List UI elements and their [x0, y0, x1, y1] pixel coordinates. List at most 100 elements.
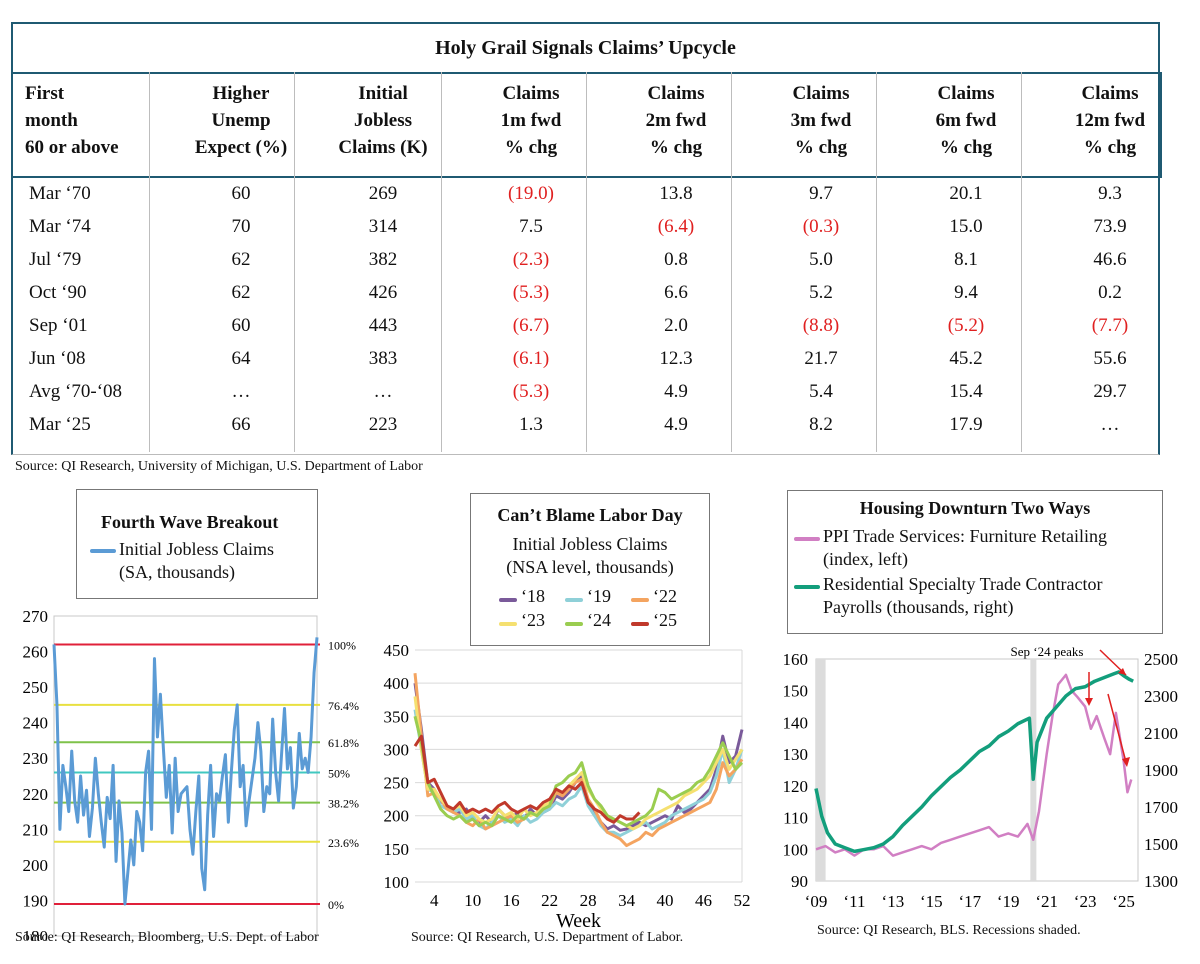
housing-downturn-chart: 90 100 110 120 130 140 150 160 1300 1500 1700 1900 2…	[783, 644, 1179, 911]
y-tick-label: 240	[23, 714, 49, 733]
legend-label-claims-units: (SA, thousands)	[119, 562, 235, 582]
table-cell: (5.2)	[947, 315, 985, 336]
table-cell: 0.8	[664, 249, 688, 270]
table-cell: 46.6	[1093, 249, 1127, 270]
table-col-divider	[1021, 72, 1022, 452]
series-line-23	[413, 696, 744, 831]
table-cell: 9.7	[809, 183, 833, 204]
legend-swatch	[631, 622, 649, 626]
y-tick-label: 450	[384, 641, 410, 660]
table-cell: 383	[368, 348, 398, 369]
y-tick-label: 270	[23, 607, 49, 626]
table-cell: 2.0	[664, 315, 688, 336]
table-cell: 8.1	[954, 249, 978, 270]
table-cell: 9.4	[954, 282, 978, 303]
x-tick-label: ‘25	[1112, 892, 1135, 911]
legend-swatch-payrolls	[794, 585, 820, 589]
y-tick-label: 250	[384, 774, 410, 793]
table-cell: 9.3	[1098, 183, 1122, 204]
x-tick-label: 40	[657, 891, 674, 910]
series-line-25	[413, 734, 641, 824]
claims-series-line	[52, 637, 319, 906]
legend-label-claims: Initial Jobless Claims	[119, 539, 274, 559]
x-axis-title: Week	[556, 910, 601, 930]
y-tick-label: 220	[23, 785, 49, 804]
table-cell: Oct ‘90	[29, 282, 87, 303]
table-cell: …	[231, 381, 251, 402]
table-cell: 21.7	[804, 348, 838, 369]
arrow-head	[1085, 698, 1093, 706]
header-col-7: Claims 12m fwd% chg	[1074, 83, 1146, 158]
y-tick-label: 150	[384, 840, 410, 859]
arrow-line	[1107, 693, 1127, 763]
legend-swatch	[565, 622, 583, 626]
table-col-divider	[586, 72, 587, 452]
chart3-source: Source: QI Research, BLS. Recessions sha…	[817, 923, 1081, 938]
fib-label: 100%	[328, 638, 356, 652]
fourth-wave-legend: Fourth Wave Breakout Initial Jobless Cla…	[76, 489, 318, 599]
table-cell: 382	[368, 249, 398, 270]
header-col-1: Higher Unemp Expect (%)	[194, 83, 288, 158]
table-cell: Mar ‘74	[29, 216, 91, 237]
table-cell: (6.7)	[512, 315, 550, 336]
plot-area	[53, 615, 318, 937]
table-cell: …	[373, 381, 393, 402]
table-cell: (6.4)	[657, 216, 695, 237]
legend-swatch-ppi	[794, 537, 820, 541]
table-cell: 15.4	[949, 381, 983, 402]
peak-annotation: Sep ‘24 peaks	[1011, 644, 1084, 659]
table-cell: (7.7)	[1091, 315, 1129, 336]
x-tick-label: 34	[618, 891, 636, 910]
table-cell: 426	[368, 282, 398, 303]
table-cell: 4.9	[664, 414, 688, 435]
table-cell: 8.2	[809, 414, 833, 435]
legend-swatch-claims	[90, 549, 116, 553]
header-col-6: Claims 6m fwd% chg	[935, 83, 997, 158]
y-right-tick-label: 2500	[1144, 650, 1178, 669]
y-left-tick-label: 90	[791, 872, 808, 891]
header-col-0: First month 60 or above	[25, 83, 119, 158]
y-left-tick-label: 160	[783, 650, 809, 669]
table-cell: (8.8)	[802, 315, 840, 336]
arrow-head	[1122, 757, 1130, 767]
table-cell: 223	[368, 414, 398, 435]
table-cell: 45.2	[949, 348, 983, 369]
table-cell: 5.2	[809, 282, 833, 303]
y-tick-label: 350	[384, 707, 410, 726]
table-cell: 6.6	[664, 282, 688, 303]
fib-label: 61.8%	[328, 736, 359, 750]
table-cell: 5.0	[809, 249, 833, 270]
legend-label: ‘25	[653, 610, 677, 630]
series-line-22	[413, 673, 744, 848]
table-cell: (0.3)	[802, 216, 840, 237]
table-cell: 4.9	[664, 381, 688, 402]
y-tick-label: 200	[384, 807, 410, 826]
x-tick-label: 16	[503, 891, 520, 910]
table-header: First month 60 or above Higher Unemp Expect (…	[11, 72, 1162, 178]
y-tick-label: 300	[384, 740, 410, 759]
table-col-divider	[294, 72, 295, 452]
y-tick-label: 260	[23, 643, 49, 662]
y-left-tick-label: 130	[783, 745, 809, 764]
fib-label: 38.2%	[328, 797, 359, 811]
claims-table: Holy Grail Signals Claims’ Upcycle First…	[11, 22, 1162, 455]
y-left-tick-label: 120	[783, 777, 809, 796]
legend-label-ppi-units: (index, left)	[823, 549, 908, 569]
table-cell: Jun ‘08	[29, 348, 86, 369]
y-right-tick-label: 1700	[1144, 798, 1178, 817]
payrolls-series-line	[814, 670, 1134, 854]
table-source: Source: QI Research, University of Michi…	[15, 459, 423, 474]
x-tick-label: 46	[695, 891, 712, 910]
labor-day-title: Can’t Blame Labor Day	[497, 505, 683, 525]
table-cell: 443	[368, 315, 398, 336]
fib-label: 50%	[328, 766, 350, 780]
table-cell: (5.3)	[512, 381, 550, 402]
table-col-divider	[441, 72, 442, 452]
table-cell: 29.7	[1093, 381, 1127, 402]
table-title: Holy Grail Signals Claims’ Upcycle	[13, 24, 1158, 74]
table-cell: 66	[231, 414, 251, 435]
labor-day-legend: Can’t Blame Labor Day Initial Jobless Cl…	[470, 493, 710, 646]
table-cell: 70	[231, 216, 251, 237]
table-cell: 55.6	[1093, 348, 1127, 369]
x-tick-label: ‘11	[843, 892, 865, 911]
